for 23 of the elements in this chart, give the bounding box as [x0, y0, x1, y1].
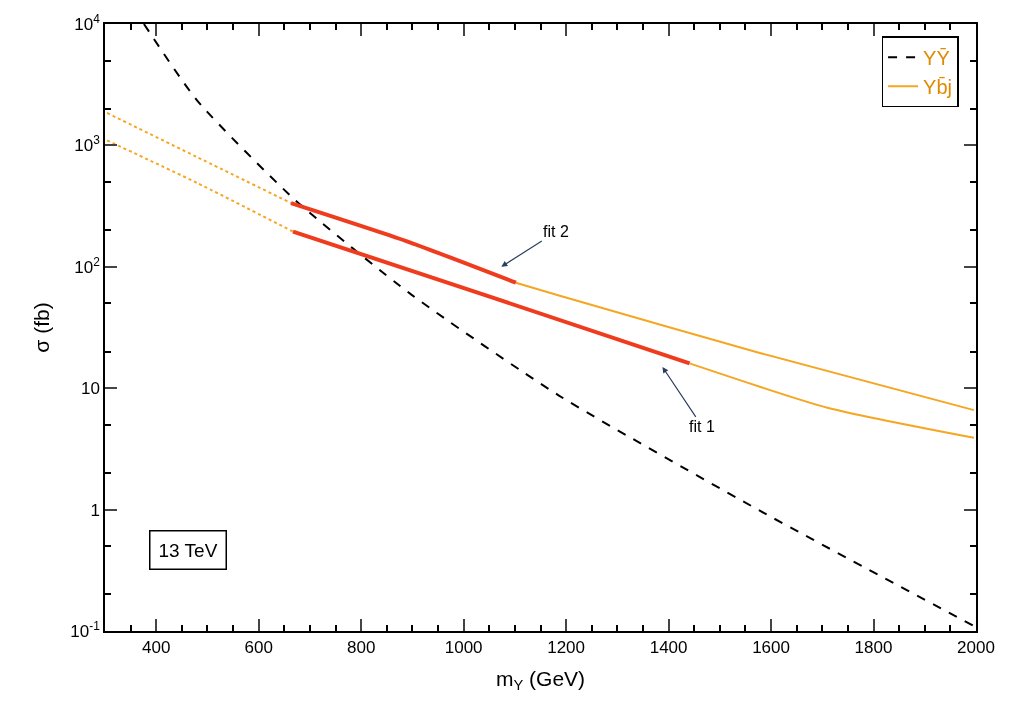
x-tick-label: 400: [142, 638, 171, 658]
x-tick-label: 800: [346, 638, 376, 658]
y-tick-label: 10: [80, 379, 100, 399]
legend-label: Yb̄j: [923, 75, 952, 98]
x-tick-label: 1600: [752, 638, 790, 658]
annotation: fit 1: [689, 418, 715, 435]
line-series: [514, 281, 975, 412]
x-tick-label: 1200: [547, 638, 586, 658]
y-tick-label: 10$^{3}$: [74, 133, 101, 156]
y-axis-title: σ (fb): [30, 302, 53, 353]
x-axis-title: m$_{Y}$ (GeV): [495, 666, 586, 694]
y-tick-label: 10$^{2}$: [74, 254, 101, 277]
annotation: 13 TeV: [158, 539, 218, 561]
y-tick-label: 10$^{4}$: [74, 11, 101, 34]
x-tick-label: 1800: [854, 638, 893, 658]
y-tick-label: 10$^{-1}$: [70, 618, 101, 641]
x-tick-label: 2000: [957, 638, 995, 658]
x-tick-label: 1400: [649, 638, 688, 658]
annotation: fit 2: [543, 223, 569, 240]
x-tick-label: 1000: [444, 638, 483, 658]
x-tick-label: 600: [244, 638, 273, 658]
legend-label: YȲ: [923, 46, 950, 69]
y-tick-label: 1: [90, 500, 100, 520]
